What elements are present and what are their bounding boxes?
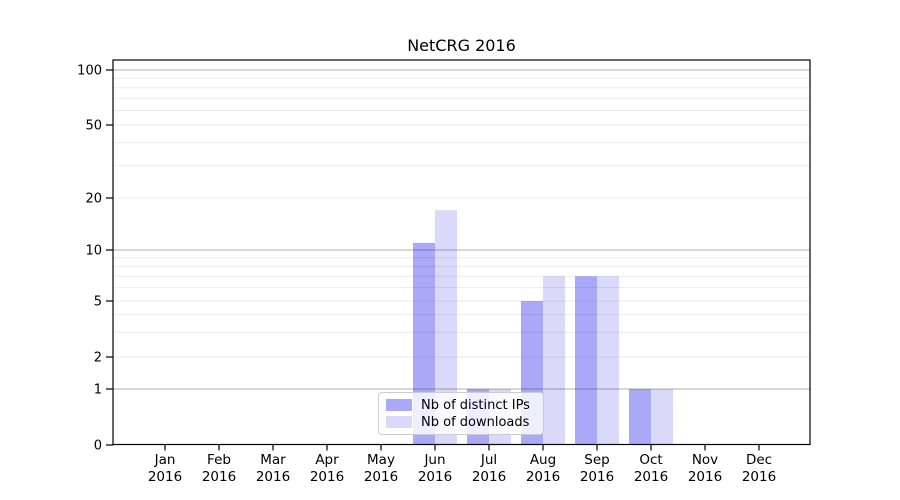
y-tick-label: 50: [85, 119, 102, 134]
x-tick-label-month: Mar: [260, 452, 286, 468]
y-tick-label: 10: [85, 244, 102, 259]
legend-item-downloads: Nb of downloads: [386, 415, 536, 430]
x-tick-label-month: Nov: [692, 452, 718, 468]
x-tick-label-year: 2016: [688, 469, 722, 485]
x-tick-label-year: 2016: [310, 469, 344, 485]
bar-nb-of-downloads-oct-2016: [651, 389, 673, 445]
chart-title: NetCRG 2016: [407, 36, 516, 55]
legend-swatch-downloads: [386, 416, 412, 428]
legend-label-distinct-ips: Nb of distinct IPs: [421, 397, 530, 413]
bar-nb-of-downloads-jun-2016: [435, 210, 457, 445]
legend: Nb of distinct IPs Nb of downloads: [378, 392, 544, 435]
x-tick-label-month: Aug: [530, 452, 556, 468]
bar-nb-of-distinct-ips-oct-2016: [629, 389, 651, 445]
legend-label-downloads: Nb of downloads: [421, 414, 530, 430]
bar-nb-of-downloads-aug-2016: [543, 276, 565, 445]
bar-nb-of-distinct-ips-sep-2016: [575, 276, 597, 445]
x-tick-label-month: Jan: [154, 452, 176, 468]
x-tick-label-month: May: [367, 452, 395, 468]
x-tick-label-year: 2016: [256, 469, 290, 485]
plot-border: [112, 59, 811, 446]
x-tick-label-year: 2016: [742, 469, 776, 485]
x-tick-label-year: 2016: [202, 469, 236, 485]
x-tick-label-month: Jun: [423, 452, 445, 468]
x-tick-label-month: Feb: [207, 452, 231, 468]
x-tick-label-year: 2016: [634, 469, 668, 485]
y-tick-label: 5: [94, 295, 102, 310]
bar-nb-of-downloads-sep-2016: [597, 276, 619, 445]
x-tick-label-year: 2016: [148, 469, 182, 485]
y-tick-label: 1: [94, 383, 102, 398]
x-tick-label-year: 2016: [418, 469, 452, 485]
x-tick-label-month: Jul: [480, 452, 497, 468]
x-tick-label-year: 2016: [364, 469, 398, 485]
x-tick-label-year: 2016: [472, 469, 506, 485]
x-tick-label-month: Dec: [746, 452, 772, 468]
legend-item-distinct-ips: Nb of distinct IPs: [386, 398, 536, 413]
y-tick-label: 100: [77, 64, 102, 79]
x-tick-label-month: Sep: [584, 452, 609, 468]
x-tick-label-year: 2016: [580, 469, 614, 485]
y-tick-label: 2: [94, 351, 102, 366]
x-tick-label-month: Apr: [315, 452, 339, 468]
legend-swatch-distinct-ips: [386, 399, 412, 411]
x-tick-label-year: 2016: [526, 469, 560, 485]
y-tick-label: 20: [85, 192, 102, 207]
x-tick-label-month: Oct: [639, 452, 662, 468]
y-tick-label: 0: [94, 439, 102, 454]
